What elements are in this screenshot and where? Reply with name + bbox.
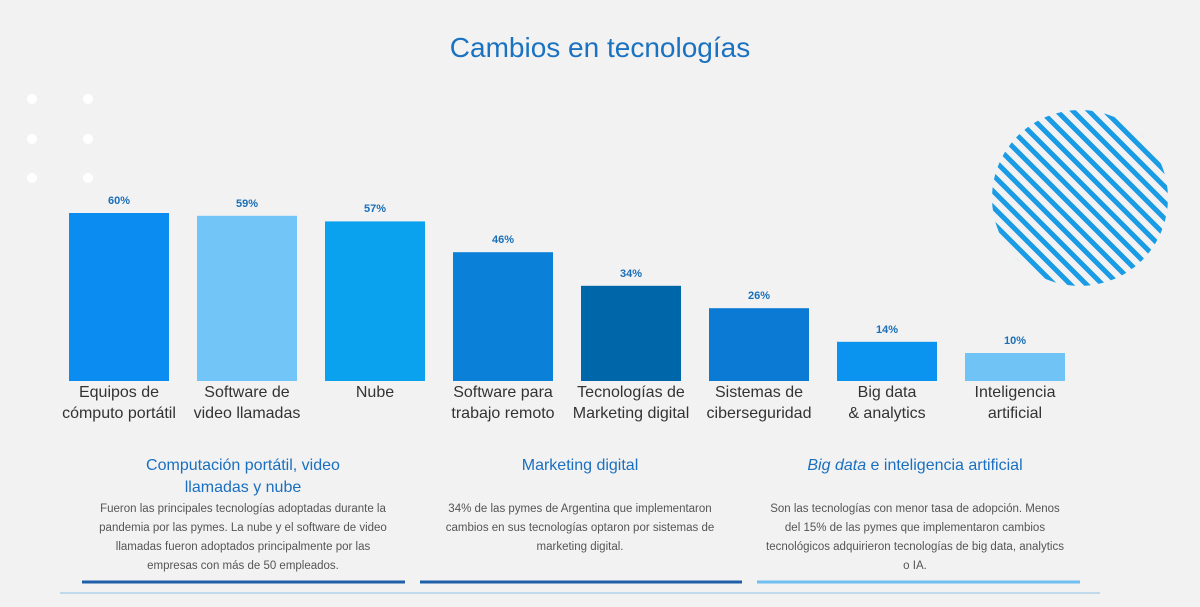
category-label: Big data & analytics — [848, 384, 926, 422]
page-title: Cambios en tecnologías — [449, 32, 751, 63]
category-label: Sistemas de ciberseguridad — [706, 384, 812, 422]
category-label: Software de video llamadas — [193, 384, 301, 422]
value-label: 26% — [747, 290, 771, 303]
bar — [581, 285, 681, 381]
bar — [453, 252, 553, 381]
bar — [325, 221, 425, 381]
bar — [837, 341, 937, 381]
value-label: 46% — [491, 234, 515, 247]
bottom-rules — [60, 580, 1100, 594]
section-body: 34% de las pymes de Argentina que implem… — [445, 503, 715, 553]
section-title: Big data e inteligencia artificial — [750, 455, 1080, 477]
bar — [965, 353, 1065, 381]
section-title-rest: e inteligencia artificial — [866, 457, 1023, 474]
value-label: 34% — [619, 267, 643, 280]
value-label: 60% — [107, 195, 131, 207]
category-label: Software para trabajo remoto — [451, 384, 555, 422]
value-label: 10% — [1003, 335, 1027, 347]
category-label: Equipos de cómputo portátil — [62, 384, 176, 422]
decor-dots — [27, 94, 93, 183]
bar — [709, 308, 809, 381]
value-label: 14% — [875, 323, 899, 336]
section-body: Son las tecnologías con menor tasa de ad… — [766, 503, 1064, 572]
category-label: Tecnologías de Marketing digital — [572, 384, 690, 422]
category-label: Inteligencia artificial — [974, 384, 1056, 422]
bar — [197, 215, 297, 381]
section-title-em: Big data — [807, 457, 867, 474]
category-label: Nube — [355, 384, 395, 401]
bar — [69, 213, 169, 381]
value-label: 57% — [363, 203, 387, 216]
section-title: Marketing digital — [521, 457, 639, 474]
decor-stripes — [992, 110, 1168, 286]
value-label: 59% — [235, 197, 259, 210]
section-body: Fueron las principales tecnologías adopt… — [99, 503, 387, 572]
section-title: Computación portátil, video llamadas y n… — [146, 457, 340, 496]
